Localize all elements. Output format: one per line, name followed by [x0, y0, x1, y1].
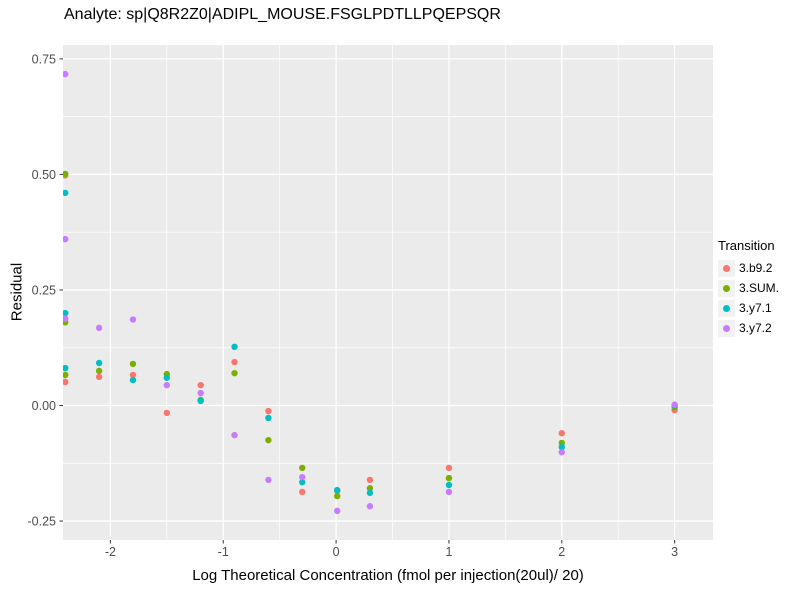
data-point-3.y7.1 — [445, 481, 453, 489]
data-point-3.y7.2 — [95, 324, 103, 332]
data-point-3.y7.1 — [231, 343, 238, 351]
legend-item-3.SUM.: 3.SUM. — [718, 278, 779, 298]
data-point-3.b9.2 — [231, 358, 238, 366]
y-axis-title: Residual — [8, 262, 26, 322]
plot-panel — [63, 45, 713, 540]
plot-title: Analyte: sp|Q8R2Z0|ADIPL_MOUSE.FSGLPDTLL… — [64, 6, 501, 23]
data-point-3.y7.1 — [299, 479, 306, 486]
legend-label: 3.y7.1 — [739, 301, 772, 315]
data-point-3.y7.1 — [366, 489, 374, 497]
x-tick-label: 2 — [558, 545, 565, 559]
data-point-3.y7.2 — [231, 431, 238, 439]
data-point-3.y7.2 — [558, 448, 565, 456]
data-point-3.b9.2 — [95, 373, 103, 381]
data-point-3.y7.1 — [163, 374, 171, 381]
data-point-3.y7.2 — [197, 389, 204, 397]
data-point-3.y7.2 — [366, 503, 374, 510]
data-point-3.SUM. — [299, 464, 306, 472]
legend-key — [718, 319, 735, 337]
points-layer — [63, 70, 678, 515]
data-point-3.SUM. — [334, 492, 341, 500]
y-tick-label: 0.00 — [32, 399, 56, 413]
legend-dot-icon — [723, 324, 730, 332]
data-point-3.y7.1 — [265, 414, 272, 422]
y-tick-label: 0.75 — [32, 52, 56, 66]
legend-label: 3.SUM. — [739, 281, 780, 295]
y-tick-label: -0.25 — [28, 515, 57, 529]
data-point-3.y7.2 — [671, 401, 678, 408]
data-point-3.y7.1 — [63, 189, 69, 197]
data-point-3.b9.2 — [63, 378, 69, 386]
data-point-3.b9.2 — [299, 488, 306, 496]
data-point-3.y7.1 — [63, 364, 69, 372]
data-point-3.SUM. — [231, 369, 238, 377]
legend-label: 3.y7.2 — [739, 321, 772, 335]
legend-dot-icon — [723, 264, 730, 272]
x-tick-label: -1 — [218, 545, 229, 559]
data-point-3.b9.2 — [197, 381, 204, 389]
x-axis-title: Log Theoretical Concentration (fmol per … — [192, 567, 584, 584]
data-point-3.b9.2 — [558, 430, 565, 437]
data-point-3.y7.2 — [334, 507, 341, 515]
legend-key — [718, 279, 735, 297]
data-point-3.SUM. — [129, 360, 137, 368]
x-tick-label: 0 — [333, 545, 340, 559]
data-point-3.y7.1 — [63, 309, 69, 317]
data-point-3.SUM. — [95, 367, 103, 375]
legend-title: Transition — [718, 238, 775, 253]
legend: Transition 3.b9.2 3.SUM. 3.y7.1 3.y7.2 — [718, 238, 779, 338]
x-tick-label: -2 — [105, 545, 116, 559]
data-point-3.y7.2 — [63, 315, 69, 322]
legend-key — [718, 259, 735, 277]
legend-items: 3.b9.2 3.SUM. 3.y7.1 3.y7.2 — [718, 258, 779, 338]
data-point-3.SUM. — [265, 436, 272, 444]
legend-item-3.y7.1: 3.y7.1 — [718, 298, 779, 318]
legend-item-3.b9.2: 3.b9.2 — [718, 258, 779, 278]
data-point-3.y7.1 — [197, 397, 204, 405]
data-point-3.y7.1 — [129, 376, 137, 384]
data-point-3.SUM. — [366, 485, 374, 492]
legend-key — [718, 299, 735, 317]
x-tick-label: 1 — [445, 545, 452, 559]
legend-dot-icon — [723, 284, 730, 292]
y-tick-label: 0.25 — [32, 283, 56, 297]
legend-dot-icon — [723, 304, 730, 312]
data-point-3.SUM. — [63, 170, 69, 178]
data-point-3.y7.1 — [558, 443, 565, 451]
data-point-3.b9.2 — [163, 409, 171, 417]
data-point-3.y7.2 — [63, 235, 69, 243]
data-point-3.y7.2 — [445, 488, 453, 496]
x-tick-label: 3 — [671, 545, 678, 559]
data-point-3.y7.2 — [129, 316, 137, 323]
data-point-3.y7.1 — [95, 359, 103, 367]
data-point-3.b9.2 — [366, 476, 374, 484]
data-point-3.b9.2 — [445, 464, 453, 472]
data-point-3.b9.2 — [129, 371, 137, 379]
legend-label: 3.b9.2 — [739, 261, 773, 275]
data-point-3.y7.2 — [163, 381, 171, 389]
data-point-3.y7.2 — [265, 476, 272, 484]
legend-item-3.y7.2: 3.y7.2 — [718, 318, 779, 338]
data-point-3.y7.2 — [63, 70, 69, 78]
data-point-3.SUM. — [63, 371, 69, 379]
data-point-3.SUM. — [445, 474, 453, 482]
y-tick-label: 0.50 — [32, 168, 56, 182]
data-point-3.y7.1 — [334, 486, 341, 494]
data-point-3.y7.2 — [299, 473, 306, 481]
data-point-3.b9.2 — [265, 407, 272, 415]
